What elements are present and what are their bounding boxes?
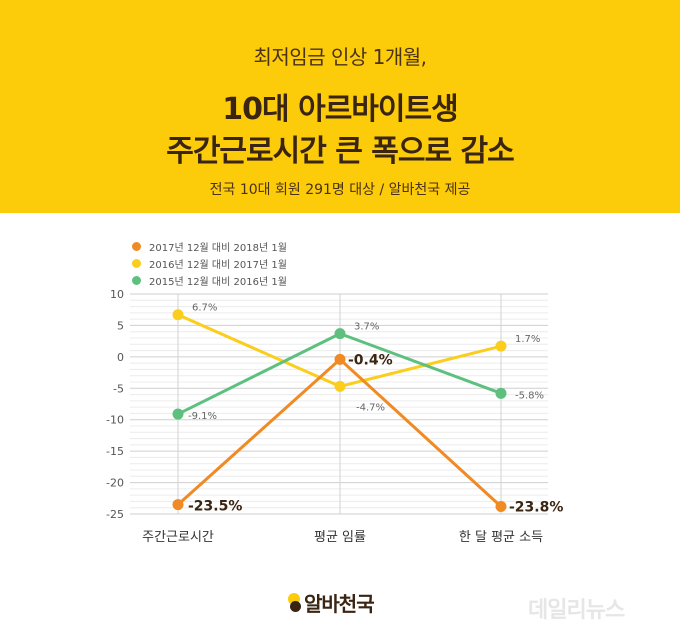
data-point [334, 328, 346, 340]
albachunguk-logo: 알바천국 [288, 588, 375, 617]
title-banner: 최저임금 인상 1개월, 10대 아르바이트생 주간근로시간 큰 폭으로 감소 … [0, 0, 680, 213]
legend-dot-2016 [132, 276, 141, 285]
legend-label-2017: 2016년 12월 대비 2017년 1월 [149, 260, 287, 271]
data-label: -9.1% [188, 411, 217, 422]
y-tick-label: -10 [106, 414, 124, 427]
data-label: -0.4% [348, 352, 393, 368]
x-category-label: 평균 임률 [314, 530, 366, 545]
y-tick-label: 10 [110, 288, 124, 301]
legend-label-2018: 2017년 12월 대비 2018년 1월 [149, 243, 287, 254]
data-point [495, 387, 507, 399]
data-point [172, 408, 184, 420]
watermark: 데일리뉴스 [528, 598, 625, 623]
y-tick-label: 5 [117, 319, 124, 332]
legend-label-2016: 2015년 12월 대비 2016년 1월 [149, 277, 287, 288]
y-tick-label: -15 [106, 445, 124, 458]
logo-text: 알바천국 [304, 592, 375, 616]
data-label: -4.7% [356, 402, 385, 413]
data-label: -5.8% [515, 390, 544, 401]
data-label: -23.8% [509, 499, 563, 515]
bee-icon [288, 592, 302, 613]
x-category-label: 주간근로시간 [142, 530, 214, 545]
legend-item-2018: 2017년 12월 대비 2018년 1월 [132, 238, 287, 255]
pretitle: 최저임금 인상 1개월, [253, 45, 428, 69]
legend-dot-2018 [132, 242, 141, 251]
legend-item-2017: 2016년 12월 대비 2017년 1월 [132, 255, 287, 272]
source-note: 전국 10대 회원 291명 대상 / 알바천국 제공 [209, 182, 471, 198]
data-label: 6.7% [192, 303, 217, 314]
data-point [172, 309, 184, 321]
y-tick-label: -25 [106, 508, 124, 521]
data-point [172, 499, 184, 511]
legend-item-2016: 2015년 12월 대비 2016년 1월 [132, 272, 287, 289]
title-line-1: 10대 아르바이트생 [222, 92, 458, 127]
data-label: 3.7% [354, 322, 379, 333]
data-label: -23.5% [188, 499, 242, 515]
data-label: 1.7% [515, 334, 540, 345]
data-point [334, 380, 346, 392]
data-point [334, 353, 346, 365]
data-point [495, 500, 507, 512]
y-tick-label: -20 [106, 477, 124, 490]
legend-dot-2017 [132, 259, 141, 268]
x-category-label: 한 달 평균 소득 [459, 530, 543, 545]
data-point [495, 340, 507, 352]
y-tick-label: 0 [117, 351, 124, 364]
y-tick-label: -5 [113, 382, 124, 395]
chart-legend: 2017년 12월 대비 2018년 1월 2016년 12월 대비 2017년… [132, 238, 287, 289]
title-line-2: 주간근로시간 큰 폭으로 감소 [166, 134, 515, 169]
